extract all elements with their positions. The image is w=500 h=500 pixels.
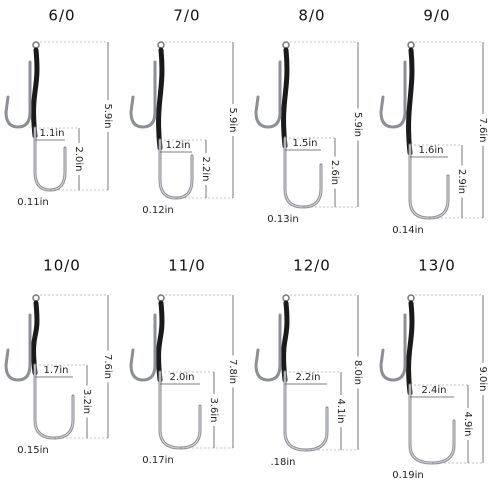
width-label: 1.5in — [292, 138, 317, 149]
depth-label: 2.6in — [329, 160, 340, 185]
length-label: 7.8in — [227, 359, 238, 384]
upper-hook — [379, 60, 407, 129]
length-label: 9.0in — [477, 366, 488, 391]
hook-size: 6/0 — [48, 7, 75, 25]
length-bg — [477, 114, 489, 146]
swivel — [32, 294, 40, 302]
leader — [31, 47, 40, 139]
depth-label: 2.0in — [73, 146, 84, 171]
length-ext — [290, 41, 358, 208]
width-label: 2.2in — [295, 372, 320, 383]
hook-size: 9/0 — [423, 7, 450, 25]
leader — [156, 47, 165, 151]
length-label: 5.9in — [102, 103, 113, 128]
depth-label: 2.9in — [456, 169, 467, 194]
leader — [156, 300, 165, 383]
length-label: 5.9in — [352, 112, 363, 137]
lower-hook — [158, 370, 202, 450]
leader — [281, 47, 290, 149]
swivel — [282, 294, 290, 302]
width-label: 2.0in — [169, 372, 194, 383]
length-label: 7.6in — [477, 117, 488, 142]
swivel — [282, 41, 290, 49]
swivel — [157, 41, 165, 49]
hook-size: 13/0 — [418, 257, 456, 275]
wire-label: 0.19in — [392, 470, 423, 481]
length-ext — [165, 294, 233, 449]
hook-size: 11/0 — [168, 257, 206, 275]
depth-bg — [456, 165, 468, 198]
length-bg — [352, 356, 364, 389]
hook-shine — [159, 372, 201, 449]
hook-size: 10/0 — [43, 257, 81, 275]
length-ext — [40, 294, 108, 439]
wire-label: .18in — [270, 457, 295, 468]
wire-label: 0.15in — [17, 445, 48, 456]
swivel — [157, 294, 165, 302]
wire-label: 0.14in — [392, 225, 423, 236]
depth-label: 3.6in — [208, 397, 219, 422]
upper-hook — [129, 313, 157, 382]
length-bg — [352, 108, 364, 141]
swivel — [407, 41, 415, 49]
depth-bg — [462, 408, 474, 440]
upper-hook — [4, 313, 32, 382]
depth-bg — [208, 394, 220, 426]
depth-bg — [335, 395, 347, 427]
upper-hook — [254, 60, 282, 129]
wire-label: 0.11in — [17, 197, 48, 208]
depth-label: 4.9in — [462, 411, 473, 436]
width-label: 1.1in — [39, 128, 64, 139]
hook-size: 12/0 — [293, 257, 331, 275]
length-label: 7.6in — [102, 354, 113, 379]
upper-hook — [129, 60, 157, 129]
length-ext — [290, 294, 358, 451]
length-ext — [165, 41, 233, 199]
swivel — [407, 294, 415, 302]
leader — [281, 300, 290, 383]
depth-label: 2.2in — [200, 156, 211, 181]
length-bg — [227, 355, 239, 388]
length-bg — [102, 100, 114, 132]
hook-size: 7/0 — [173, 7, 200, 25]
depth-label: 3.2in — [81, 389, 92, 414]
wire-label: 0.17in — [142, 455, 173, 466]
wire-label: 0.13in — [267, 214, 298, 225]
swivel — [32, 41, 40, 49]
hook-size: 8/0 — [298, 7, 325, 25]
leader — [406, 300, 415, 396]
width-label: 1.2in — [165, 140, 190, 151]
depth-bg — [81, 385, 93, 418]
length-label: 8.0in — [352, 360, 363, 385]
wire-label: 0.12in — [142, 205, 173, 216]
upper-hook — [4, 60, 32, 129]
upper-hook — [379, 313, 407, 382]
length-label: 5.9in — [227, 107, 238, 132]
length-ext — [415, 41, 483, 219]
length-bg — [477, 363, 489, 395]
upper-hook — [254, 313, 282, 382]
leader — [406, 47, 415, 156]
leader — [31, 300, 40, 376]
width-label: 1.7in — [43, 365, 68, 376]
depth-label: 4.1in — [335, 398, 346, 423]
width-label: 1.6in — [418, 145, 443, 156]
length-ext — [415, 294, 483, 464]
depth-bg — [329, 156, 341, 189]
depth-bg — [73, 143, 85, 175]
length-bg — [102, 350, 114, 383]
length-bg — [227, 104, 239, 136]
width-label: 2.4in — [421, 385, 446, 396]
depth-bg — [200, 153, 212, 185]
